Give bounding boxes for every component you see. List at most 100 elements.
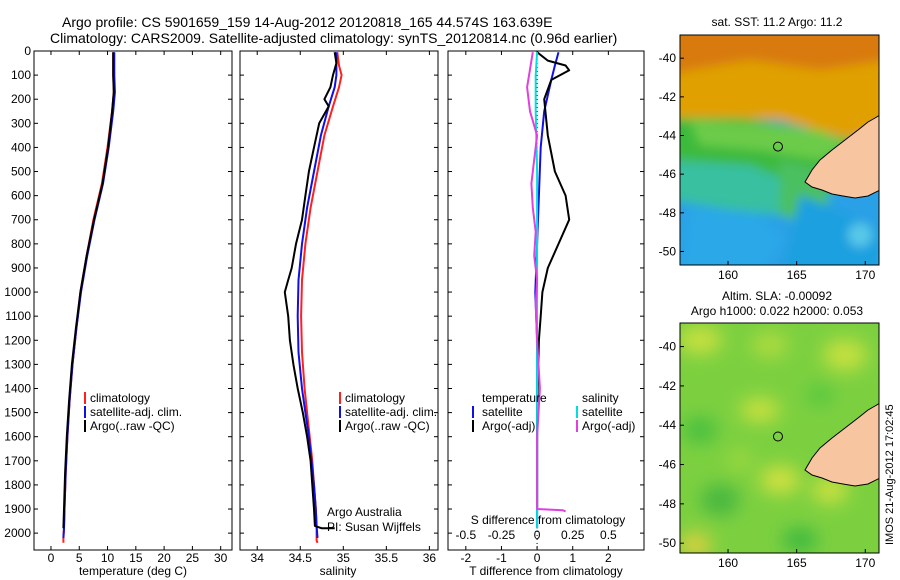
difference-panel-frame [447,50,645,551]
salinity-panel-frame [239,50,439,551]
depth-tick-label: 1800 [4,478,31,492]
series-line-argo-raw-qc- [62,52,115,529]
imos-credit: IMOS 21-Aug-2012 17:02:45 [884,404,896,545]
x-tick-label: 0 [534,551,541,565]
x-tick-label: 36 [423,551,437,565]
temperature-xlabel: temperature (deg C) [79,564,187,578]
legend-label-argo: Argo(..raw -QC) [90,419,175,433]
map-y-tick-label: -48 [659,206,677,220]
depth-tick-label: 1000 [4,285,31,299]
salinity-xlabel: salinity [320,564,357,578]
depth-tick-label: 1900 [4,502,31,516]
map-y-tick-label: -40 [659,51,677,65]
land-south-island [804,403,879,487]
depth-tick-label: 2000 [4,526,31,540]
sla-map-ticks: 160 165 170 -40 -42 -44 -46 -48 -50 [659,340,876,570]
sst-map-title: sat. SST: 11.2 Argo: 11.2 [712,15,843,29]
tick-layer: 0100200300400500600700800900100011001200… [4,44,644,565]
sst-map-frame [679,34,880,266]
depth-tick-label: 1200 [4,333,31,347]
land-south-island [804,115,879,199]
legend-heading-temperature: temperature [482,391,547,405]
x-tick-label: 34.5 [289,551,313,565]
map-x-tick-label: 165 [787,268,807,282]
sla-map-title: Altim. SLA: -0.00092 [722,289,832,303]
depth-tick-label: 500 [11,165,31,179]
x-tick-label: -1 [496,551,507,565]
map-y-tick-label: -40 [659,340,677,354]
depth-tick-label: 600 [11,189,31,203]
map-y-tick-label: -42 [659,90,677,104]
x-tick-label: 10 [101,551,115,565]
map-y-tick-label: -46 [659,167,677,181]
map-x-tick-label: 160 [718,556,738,570]
legend-label-temperature-argo: Argo(-adj) [482,419,535,433]
data-layer [62,51,571,544]
difference-xlabel-top: S difference from climatology [471,513,626,527]
s-diff-tick-label: -0.25 [488,528,516,542]
map-y-tick-label: -44 [659,418,677,432]
title-line-1: Argo profile: CS 5901659_159 14-Aug-2012… [62,14,552,30]
depth-tick-label: 1400 [4,381,31,395]
temperature-panel-frame [33,50,233,551]
series-line-salinity-argo-adj- [526,52,566,513]
map-x-tick-label: 170 [855,556,875,570]
series-line-satellite-adj-clim- [296,52,338,538]
depth-tick-label: 1500 [4,406,31,420]
depth-tick-label: 900 [11,261,31,275]
map-y-tick-label: -48 [659,497,677,511]
sst-map [680,35,879,265]
depth-tick-label: 200 [11,92,31,106]
s-diff-tick-label: 0.25 [561,528,585,542]
legend-label-salinity-argo: Argo(-adj) [582,419,635,433]
legend-label-climatology: climatology [345,391,405,405]
x-tick-label: 2 [605,551,612,565]
sla-map-frame [679,322,880,554]
series-line-climatology [300,52,343,544]
legend-heading-salinity: salinity [582,391,619,405]
x-tick-label: 0 [48,551,55,565]
map-y-tick-label: -46 [659,458,677,472]
map-x-tick-label: 170 [855,268,875,282]
salinity-legend: climatology satellite-adj. clim. Argo(..… [327,391,437,534]
depth-tick-label: 300 [11,116,31,130]
legend-label-salinity-satellite: satellite [582,405,623,419]
x-tick-label: -2 [460,551,471,565]
map-x-tick-label: 165 [787,556,807,570]
depth-tick-label: 800 [11,237,31,251]
map-x-tick-label: 160 [718,268,738,282]
s-diff-tick-label: 0 [534,528,541,542]
depth-tick-label: 1300 [4,357,31,371]
annotation-pi: PI: Susan Wijffels [327,520,421,534]
x-tick-label: 34 [251,551,265,565]
map-y-tick-label: -50 [659,536,677,550]
x-tick-label: 15 [129,551,143,565]
s-diff-tick-label: -0.5 [455,528,476,542]
legend-label-satellite: satellite-adj. clim. [90,405,182,419]
difference-legend: temperature salinity satellite Argo(-adj… [472,391,635,433]
legend-label-climatology: climatology [90,391,150,405]
sst-map-ticks: 160 165 170 -40 -42 -44 -46 -48 -50 [659,51,876,282]
map-y-tick-label: -44 [659,129,677,143]
legend-label-argo: Argo(..raw -QC) [345,419,430,433]
depth-tick-label: 1600 [4,430,31,444]
map-y-tick-label: -50 [659,244,677,258]
annotation-argo-australia: Argo Australia [327,505,402,519]
x-tick-label: 30 [214,551,228,565]
title-line-2: Climatology: CARS2009. Satellite-adjuste… [50,30,617,46]
depth-tick-label: 700 [11,213,31,227]
argo-position-marker [772,141,783,152]
map-y-tick-label: -42 [659,379,677,393]
depth-tick-label: 0 [24,44,31,58]
depth-tick-label: 1100 [5,309,31,323]
series-line-satellite-adj-clim- [62,52,116,538]
legend-label-temperature-satellite: satellite [482,405,523,419]
depth-tick-label: 400 [11,140,31,154]
series-line-temperature-argo-adj- [536,51,571,509]
temperature-legend: climatology satellite-adj. clim. Argo(..… [84,391,182,433]
series-line-argo-raw-qc- [283,52,338,530]
x-tick-label: 20 [157,551,171,565]
x-tick-label: 25 [186,551,200,565]
s-diff-tick-label: 0.5 [600,528,617,542]
